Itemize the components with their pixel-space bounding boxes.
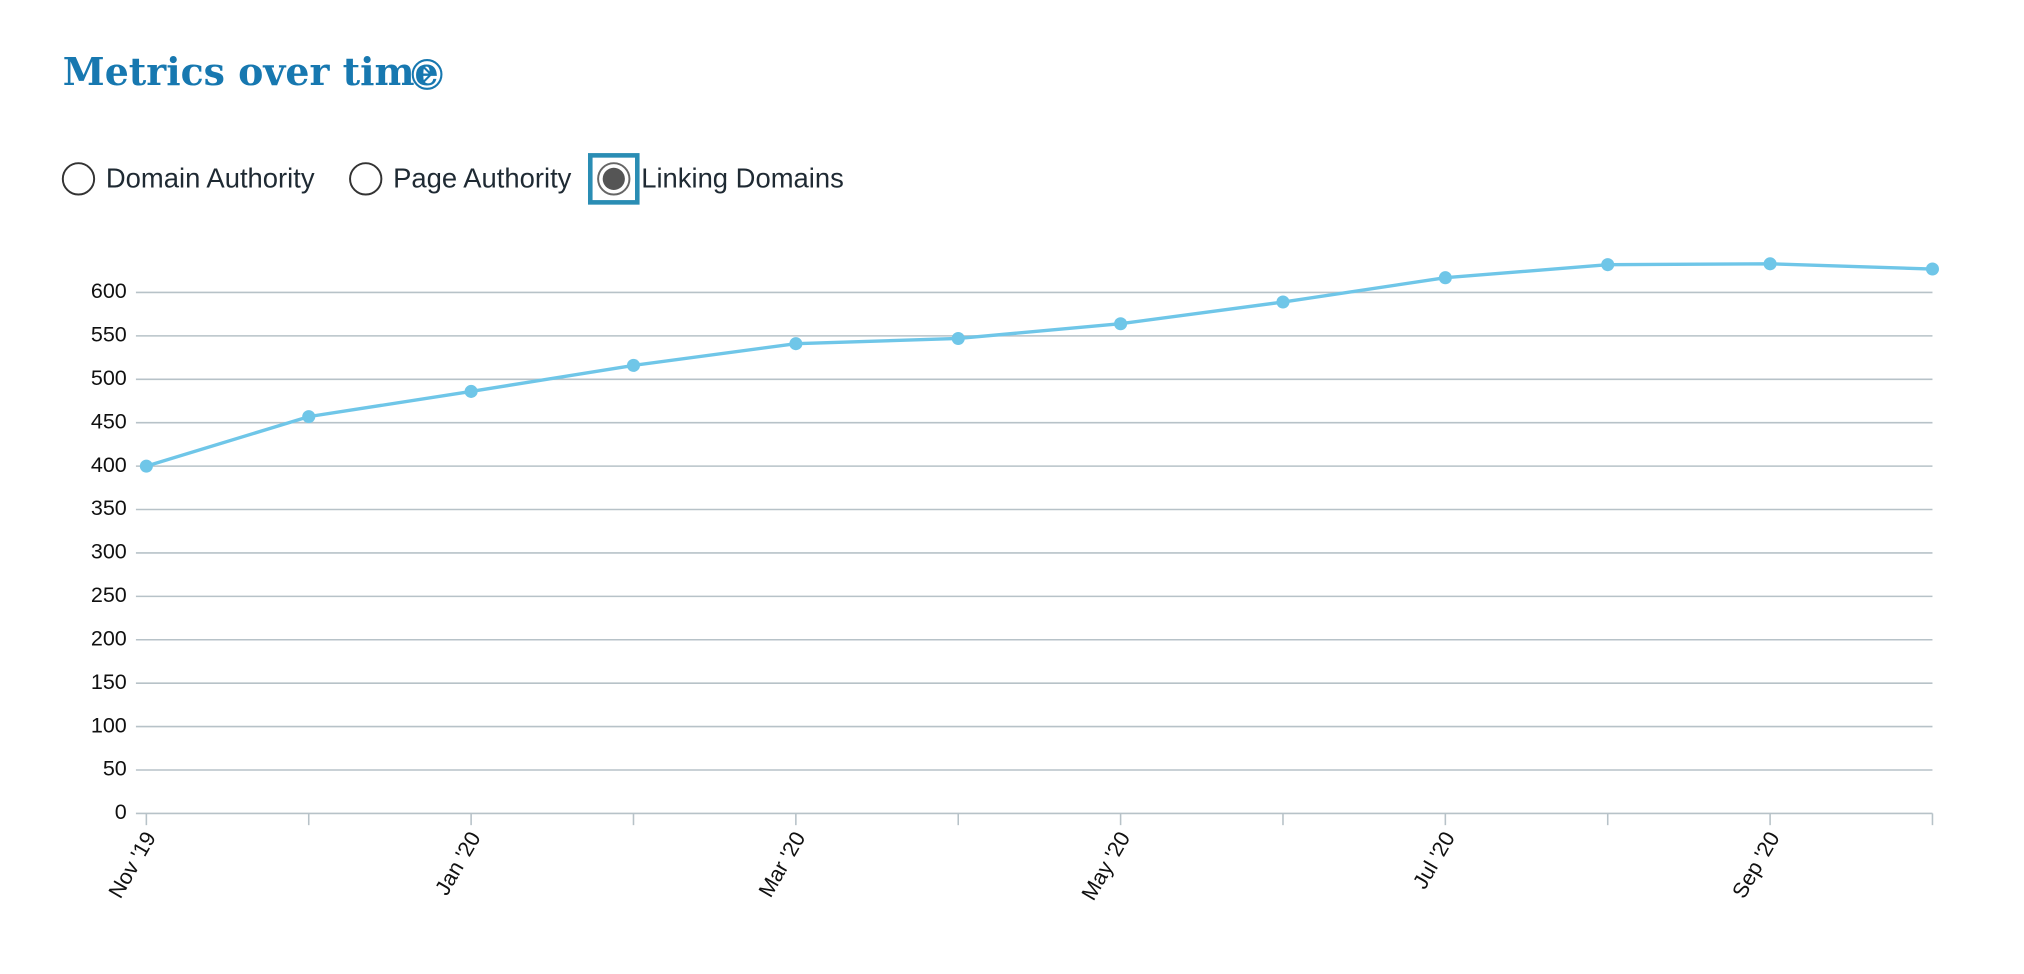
y-tick-label: 350 — [91, 496, 127, 520]
y-tick-label: 250 — [91, 583, 127, 607]
x-tick-label: Jan '20 — [430, 828, 485, 900]
x-tick-label: Sep '20 — [1728, 828, 1785, 903]
point — [1763, 257, 1777, 271]
radio-button[interactable] — [349, 162, 383, 196]
radio-label[interactable]: Page Authority — [393, 162, 572, 193]
metric-selector: Domain Authority Page Authority Linking Do… — [61, 153, 844, 205]
radio-dot[interactable] — [602, 167, 625, 190]
chart: 0 50 100 150 200 250 300 350 400 450 500 550 600 Nov … — [91, 257, 1939, 904]
icon-circle[interactable] — [411, 59, 443, 90]
point — [1114, 317, 1128, 331]
point — [464, 384, 478, 398]
radio-button[interactable] — [61, 162, 96, 196]
x-tick-label: May '20 — [1077, 828, 1135, 905]
x-tick-label: Nov '19 — [104, 828, 161, 903]
y-tick-label: 500 — [91, 366, 127, 390]
focus-ring[interactable] — [587, 153, 640, 205]
section-title: Metrics over time — [63, 49, 439, 94]
point — [1925, 262, 1939, 276]
line — [145, 262, 1933, 468]
point — [1438, 271, 1452, 285]
y-tick-label: 400 — [91, 453, 127, 477]
radio-label[interactable]: Linking Domains — [641, 162, 844, 193]
point — [951, 331, 965, 346]
point — [139, 459, 153, 473]
y-tick-label: 50 — [103, 757, 127, 781]
y-tick-label: 300 — [91, 540, 127, 564]
point — [626, 358, 641, 372]
y-tick-label: 0 — [115, 800, 127, 824]
point — [302, 410, 316, 424]
icon-chevron[interactable] — [422, 65, 433, 83]
y-tick-label: 550 — [91, 323, 127, 347]
x-tick-label: Mar '20 — [754, 828, 810, 902]
y-tick-label: 200 — [91, 626, 127, 650]
point — [1601, 258, 1615, 272]
y-tick-label: 450 — [91, 409, 127, 433]
y-tick-label: 100 — [91, 713, 127, 737]
y-tick-label: 150 — [91, 670, 127, 694]
point — [1276, 295, 1290, 309]
x-tick-label: Jul '20 — [1408, 828, 1460, 893]
radio-label[interactable]: Domain Authority — [106, 162, 315, 193]
title-link-icon[interactable] — [411, 59, 443, 90]
point — [789, 337, 803, 351]
y-tick-label: 600 — [91, 279, 127, 303]
